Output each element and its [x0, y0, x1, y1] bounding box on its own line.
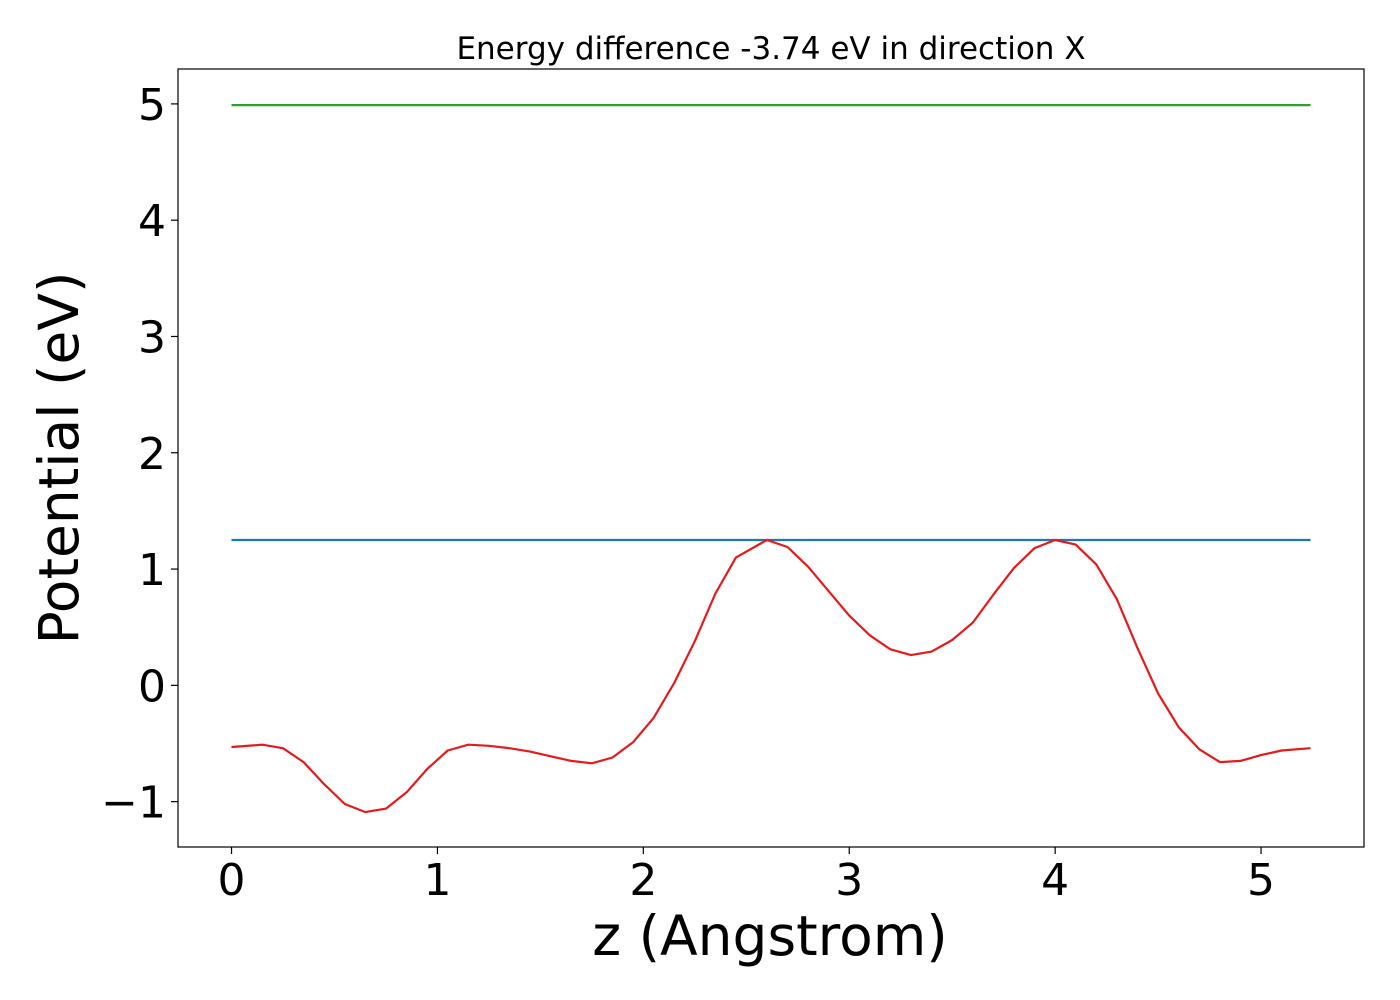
y-tick-label: 1 [138, 545, 166, 596]
x-tick-label: 4 [1041, 855, 1069, 906]
x-tick-label: 1 [423, 855, 451, 906]
y-axis-label: Potential (eV) [27, 272, 91, 645]
y-tick-label: 5 [138, 80, 166, 131]
plot-area [231, 103, 1311, 814]
y-tick-label: 4 [138, 196, 166, 247]
series-line-red [231, 538, 1311, 814]
y-tick-label: 3 [138, 312, 166, 363]
chart-title: Energy difference -3.74 eV in direction … [456, 31, 1085, 67]
x-axis-label: z (Angstrom) [592, 904, 948, 968]
y-tick-label: 0 [138, 661, 166, 712]
x-tick-label: 3 [835, 855, 863, 906]
x-axis: 0 1 2 3 4 5 [218, 847, 1275, 906]
y-axis: −1 0 1 2 3 4 5 [101, 80, 178, 829]
plot-frame [177, 68, 1365, 848]
x-tick-label: 2 [629, 855, 657, 906]
y-tick-label: 2 [138, 429, 166, 480]
x-tick-label: 0 [218, 855, 246, 906]
y-tick-label: −1 [101, 778, 166, 829]
x-tick-label: 5 [1247, 855, 1275, 906]
